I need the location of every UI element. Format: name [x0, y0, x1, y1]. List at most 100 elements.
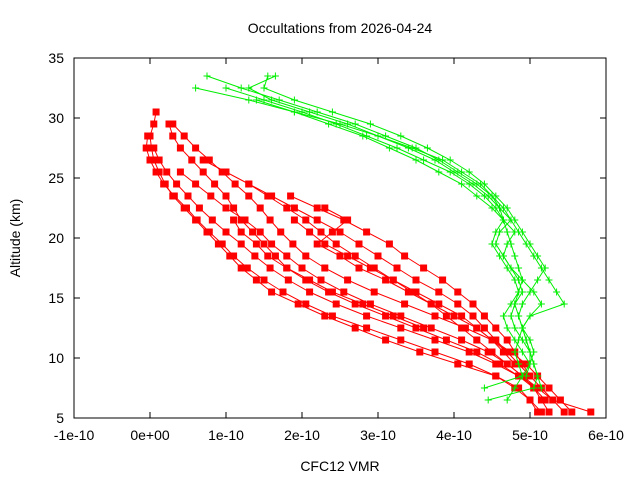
plus-point — [488, 204, 496, 212]
plus-point — [511, 324, 519, 332]
plus-point — [488, 240, 496, 248]
square-point — [382, 336, 390, 344]
square-point — [526, 396, 534, 404]
square-point — [404, 288, 412, 296]
square-point — [537, 408, 545, 416]
square-point — [144, 132, 152, 140]
square-point — [332, 300, 340, 308]
square-point — [266, 216, 274, 224]
y-tick-label: 20 — [48, 230, 64, 246]
plus-point — [420, 156, 428, 164]
square-point — [370, 264, 378, 272]
square-point — [397, 336, 405, 344]
square-point — [492, 360, 500, 368]
square-point — [284, 276, 292, 284]
square-point — [499, 348, 507, 356]
plus-point — [446, 168, 454, 176]
square-point — [211, 180, 219, 188]
plus-point — [408, 144, 416, 152]
square-point — [152, 108, 160, 116]
square-point — [195, 204, 203, 212]
square-point — [150, 156, 158, 164]
square-point — [344, 252, 352, 260]
x-tick-label: 5e-10 — [512, 427, 548, 443]
plus-point — [435, 168, 443, 176]
square-point — [184, 192, 192, 200]
plus-point — [203, 72, 211, 80]
square-point — [401, 300, 409, 308]
plus-point — [530, 252, 538, 260]
x-tick-label: 6e-10 — [588, 427, 624, 443]
square-point — [222, 228, 230, 236]
plus-point — [492, 228, 500, 236]
square-point — [245, 192, 253, 200]
plus-point — [359, 132, 367, 140]
plus-point — [518, 276, 526, 284]
plus-point — [290, 96, 298, 104]
square-point — [205, 156, 213, 164]
square-point — [277, 228, 285, 236]
y-tick-label: 10 — [48, 350, 64, 366]
square-point — [241, 216, 249, 224]
square-point — [328, 228, 336, 236]
plot-frame — [73, 57, 607, 419]
profile-line — [256, 99, 543, 401]
square-point — [469, 312, 477, 320]
square-point — [454, 288, 462, 296]
plus-point — [366, 120, 374, 128]
plus-point — [518, 324, 526, 332]
square-point — [568, 408, 576, 416]
plus-point — [511, 336, 519, 344]
plus-point — [397, 132, 405, 140]
x-axis-label: CFC12 VMR — [300, 458, 379, 474]
plus-point — [477, 180, 485, 188]
square-point — [492, 324, 500, 332]
plus-point — [530, 384, 538, 392]
square-point — [587, 408, 595, 416]
plus-point — [503, 240, 511, 248]
square-point — [431, 348, 439, 356]
plus-point — [412, 156, 420, 164]
square-point — [222, 192, 230, 200]
plus-point — [431, 156, 439, 164]
plus-point — [515, 312, 523, 320]
square-point — [431, 336, 439, 344]
square-point — [492, 372, 500, 380]
plus-point — [522, 336, 530, 344]
square-point — [243, 264, 251, 272]
square-point — [545, 384, 553, 392]
square-point — [488, 336, 496, 344]
square-point — [163, 168, 171, 176]
square-point — [454, 300, 462, 308]
square-point — [306, 228, 314, 236]
square-point — [412, 276, 420, 284]
square-point — [484, 348, 492, 356]
plus-point — [545, 276, 553, 284]
profile-line — [225, 87, 531, 365]
square-point — [306, 276, 314, 284]
square-point — [328, 288, 336, 296]
plus-point — [507, 312, 515, 320]
square-point — [321, 204, 329, 212]
square-point — [420, 324, 428, 332]
square-point — [208, 216, 216, 224]
square-point — [344, 276, 352, 284]
square-point — [469, 300, 477, 308]
square-point — [515, 384, 523, 392]
square-point — [458, 312, 466, 320]
y-tick-label: 35 — [48, 50, 64, 66]
square-point — [294, 300, 302, 308]
x-tick-label: -1e-10 — [54, 427, 95, 443]
square-point — [152, 168, 160, 176]
square-point — [344, 216, 352, 224]
square-point — [170, 192, 178, 200]
square-point — [199, 168, 207, 176]
square-point — [290, 204, 298, 212]
profile-line — [290, 195, 531, 377]
y-tick-label: 15 — [48, 290, 64, 306]
plus-point — [511, 276, 519, 284]
profile-line — [153, 147, 565, 413]
profile-line — [145, 135, 542, 413]
plus-point — [515, 264, 523, 272]
square-point — [366, 300, 374, 308]
